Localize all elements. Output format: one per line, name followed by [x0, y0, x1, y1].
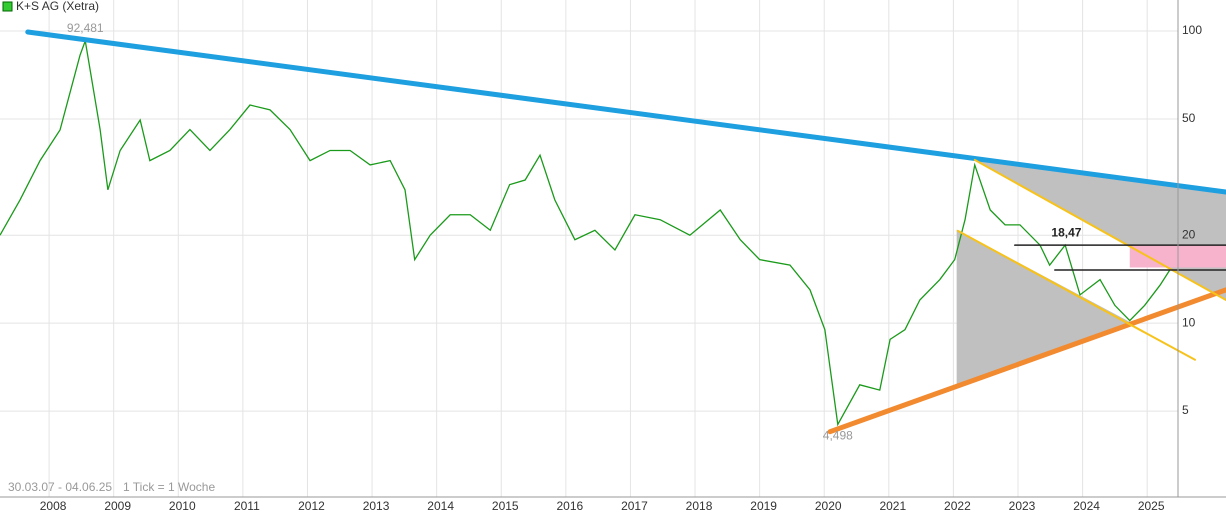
- x-tick-label: 2008: [40, 499, 67, 513]
- y-tick-label: 20: [1182, 227, 1196, 241]
- grid: [0, 0, 1178, 497]
- x-tick-label: 2012: [298, 499, 325, 513]
- x-tick-label: 2011: [234, 499, 260, 513]
- date-range: 30.03.07 - 04.06.25: [8, 480, 112, 494]
- x-tick-label: 2025: [1138, 499, 1165, 513]
- tick-note: 1 Tick = 1 Woche: [123, 480, 215, 494]
- x-tick-label: 2020: [815, 499, 842, 513]
- y-tick-label: 5: [1182, 403, 1189, 417]
- x-tick-label: 2019: [750, 499, 777, 513]
- trendline: [956, 229, 1196, 361]
- x-tick-label: 2013: [363, 499, 390, 513]
- legend-label: K+S AG (Xetra): [16, 0, 99, 13]
- x-tick-label: 2017: [621, 499, 648, 513]
- x-tick-label: 2009: [104, 499, 131, 513]
- trendline: [973, 158, 1226, 302]
- labels: 5 10 20 50 100 2008 2009 2010 2011 2012 2013 2014 20…: [40, 21, 1203, 513]
- annotation: 4,498: [823, 429, 853, 443]
- annotation: 92,481: [67, 21, 104, 35]
- trendlines: [25, 29, 1226, 435]
- x-tick-label: 2021: [879, 499, 906, 513]
- annotation: 18,47: [1051, 225, 1081, 239]
- x-tick-label: 2022: [944, 499, 971, 513]
- x-tick-label: 2016: [556, 499, 583, 513]
- y-tick-label: 50: [1182, 111, 1196, 125]
- x-tick-label: 2018: [686, 499, 713, 513]
- shaded-area: [956, 229, 1130, 385]
- trendline: [25, 29, 1226, 195]
- x-tick-label: 2024: [1073, 499, 1100, 513]
- price: [0, 38, 1171, 427]
- price-line: [0, 38, 1171, 427]
- trendline: [827, 287, 1226, 435]
- y-tick-label: 100: [1182, 23, 1202, 37]
- x-tick-label: 2023: [1009, 499, 1036, 513]
- y-tick-label: 10: [1182, 315, 1196, 329]
- legend-swatch: [2, 1, 13, 12]
- x-tick-label: 2015: [492, 499, 519, 513]
- x-tick-label: 2014: [427, 499, 454, 513]
- x-tick-label: 2010: [169, 499, 196, 513]
